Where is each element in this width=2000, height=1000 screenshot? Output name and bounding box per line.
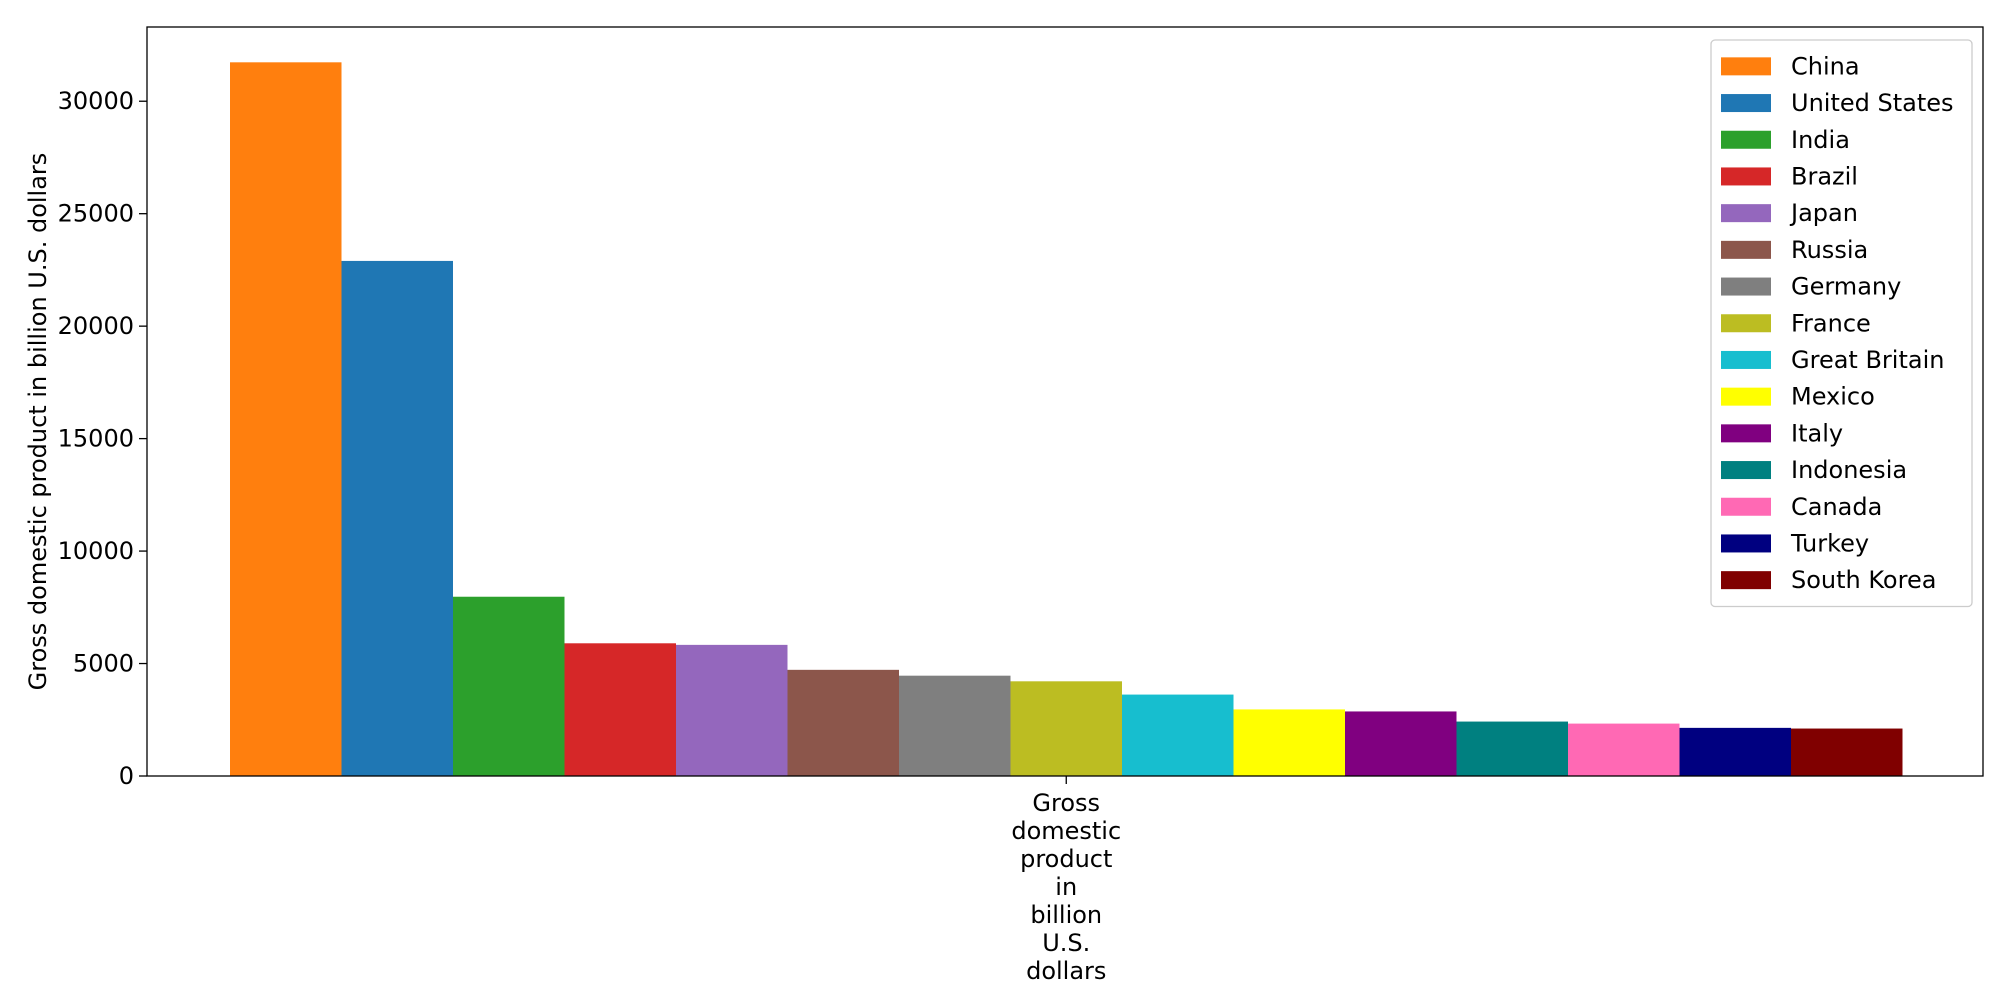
legend-label-united-states: United States: [1791, 89, 1954, 117]
legend-label-canada: Canada: [1791, 493, 1882, 521]
legend-swatch-russia: [1721, 240, 1771, 259]
legend-label-great-britain: Great Britain: [1791, 346, 1944, 374]
x-tick-label-line: U.S.: [1042, 929, 1090, 957]
y-axis-label: Gross domestic product in billion U.S. d…: [24, 153, 52, 691]
legend-label-japan: Japan: [1789, 199, 1858, 227]
y-tick-label: 5000: [73, 650, 134, 678]
legend-swatch-france: [1721, 314, 1771, 333]
x-tick-label-line: product: [1020, 845, 1112, 873]
legend-swatch-united-states: [1721, 94, 1771, 113]
legend-frame: [1710, 39, 1973, 608]
bar-great-britain: [1122, 694, 1234, 776]
legend-swatch-china: [1721, 57, 1771, 76]
bar-france: [1010, 681, 1122, 776]
legend-swatch-canada: [1721, 497, 1771, 516]
plot-frame: [146, 26, 1984, 777]
x-tick-label-line: dollars: [1026, 957, 1106, 985]
bar-germany: [899, 675, 1011, 776]
legend-label-indonesia: Indonesia: [1791, 456, 1907, 484]
legend-swatch-germany: [1721, 277, 1771, 296]
legend-swatch-india: [1721, 130, 1771, 149]
legend-swatch-italy: [1721, 424, 1771, 443]
bar-brazil: [564, 643, 676, 776]
bar-united-states: [341, 260, 453, 776]
x-tick-label: Gross domestic product in billion U.S. dollars: [1011, 789, 1121, 985]
legend-label-turkey: Turkey: [1790, 529, 1869, 557]
legend-swatch-brazil: [1721, 167, 1771, 186]
legend-swatch-turkey: [1721, 534, 1771, 553]
bar-italy: [1345, 711, 1457, 776]
legend-swatch-indonesia: [1721, 461, 1771, 480]
legend-label-china: China: [1791, 52, 1860, 80]
bars-group: [230, 62, 1903, 776]
legend-swatch-great-britain: [1721, 350, 1771, 369]
legend-label-france: France: [1791, 309, 1871, 337]
y-tick-label: 0: [119, 762, 134, 790]
legend-swatch-mexico: [1721, 387, 1771, 406]
legend-label-south-korea: South Korea: [1791, 566, 1936, 594]
bar-canada: [1568, 723, 1680, 776]
bar-japan: [676, 644, 788, 776]
legend-label-brazil: Brazil: [1791, 162, 1858, 190]
legend-swatch-japan: [1721, 204, 1771, 223]
bar-turkey: [1679, 727, 1791, 776]
y-tick-label: 10000: [58, 537, 134, 565]
bar-russia: [787, 669, 899, 776]
bar-south-korea: [1791, 728, 1903, 776]
bar-indonesia: [1456, 721, 1568, 776]
x-tick-label-line: Gross: [1032, 789, 1100, 817]
bar-china: [230, 62, 342, 776]
legend: China United States India Brazil Japan Russia…: [1710, 39, 1973, 608]
legend-label-italy: Italy: [1791, 419, 1843, 447]
legend-swatch-south-korea: [1721, 571, 1771, 590]
y-tick-label: 20000: [58, 312, 134, 340]
x-axis: Gross domestic product in billion U.S. dollars: [1011, 776, 1121, 985]
x-tick-label-line: domestic: [1011, 817, 1121, 845]
legend-label-russia: Russia: [1791, 236, 1868, 264]
x-tick-label-line: in: [1055, 873, 1077, 901]
legend-label-germany: Germany: [1791, 273, 1901, 301]
y-tick-label: 15000: [58, 425, 134, 453]
legend-label-india: India: [1791, 126, 1850, 154]
y-axis: 0 5000 10000 15000 20000 25000 30000: [58, 87, 147, 790]
x-tick-label-line: billion: [1030, 901, 1102, 929]
y-tick-label: 30000: [58, 87, 134, 115]
legend-label-mexico: Mexico: [1791, 383, 1875, 411]
bar-mexico: [1233, 709, 1345, 776]
y-tick-label: 25000: [58, 200, 134, 228]
bar-india: [453, 596, 565, 776]
